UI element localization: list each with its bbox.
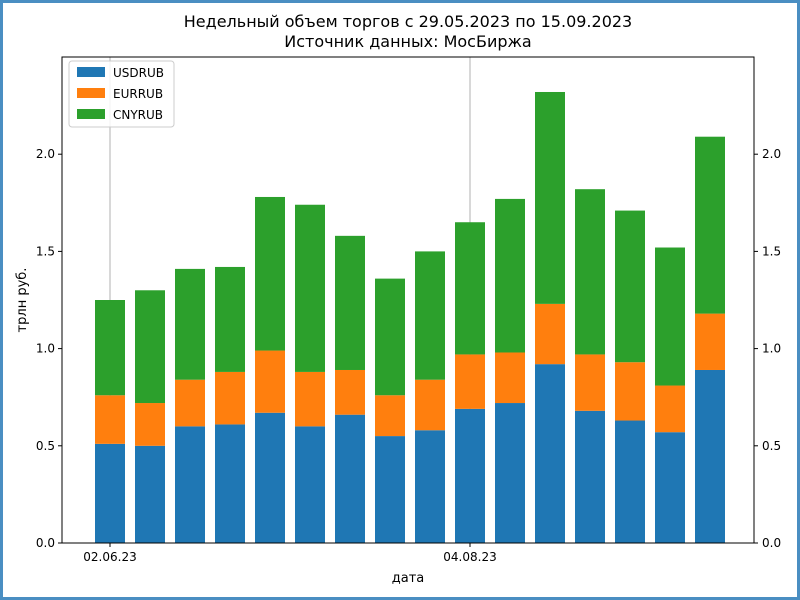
- x-axis-label: дата: [392, 571, 425, 586]
- bar-eurrub-10: [495, 352, 525, 404]
- bar-eurrub-7: [375, 395, 405, 437]
- ticks-layer: 0.0 0.0 0.5 0.5 1.0 1.0 1.5 1.5 2.0 2.0 02.06.23 04…: [36, 147, 781, 564]
- bar-usdrub-3: [215, 424, 245, 543]
- y-axis-label: трлн руб.: [15, 268, 30, 333]
- legend-swatch-cnyrub: [77, 109, 105, 119]
- bar-cnyrub-2: [175, 268, 205, 380]
- bar-usdrub-4: [255, 412, 285, 543]
- legend-label-eurrub: EURRUB: [113, 87, 163, 101]
- bar-usdrub-12: [575, 410, 605, 543]
- bar-cnyrub-8: [415, 251, 445, 380]
- bar-usdrub-5: [295, 426, 325, 543]
- bar-cnyrub-10: [495, 198, 525, 353]
- bar-usdrub-13: [615, 420, 645, 543]
- bar-eurrub-5: [295, 371, 325, 427]
- bar-eurrub-1: [135, 403, 165, 446]
- bar-cnyrub-9: [455, 222, 485, 355]
- bar-cnyrub-4: [255, 196, 285, 351]
- y-tick-label-right-0: 0.0: [762, 536, 781, 550]
- bar-cnyrub-12: [575, 189, 605, 355]
- y-tick-label-right-2: 1.0: [762, 342, 781, 356]
- bar-usdrub-1: [135, 445, 165, 543]
- bar-usdrub-7: [375, 436, 405, 543]
- bar-eurrub-13: [615, 362, 645, 421]
- bar-usdrub-2: [175, 426, 205, 543]
- y-tick-label-left-2: 1.0: [36, 342, 55, 356]
- bar-eurrub-14: [655, 385, 685, 433]
- y-tick-label-left-1: 0.5: [36, 439, 55, 453]
- y-tick-label-left-4: 2.0: [36, 147, 55, 161]
- bar-eurrub-3: [215, 371, 245, 425]
- bar-usdrub-9: [455, 408, 485, 543]
- bar-cnyrub-7: [375, 278, 405, 396]
- legend-swatch-usdrub: [77, 67, 105, 77]
- y-tick-label-left-0: 0.0: [36, 536, 55, 550]
- bar-eurrub-2: [175, 379, 205, 427]
- bars-layer: [95, 91, 725, 543]
- bar-usdrub-8: [415, 430, 445, 543]
- bar-eurrub-15: [695, 313, 725, 370]
- bar-cnyrub-13: [615, 210, 645, 363]
- bar-usdrub-14: [655, 432, 685, 543]
- y-tick-label-right-4: 2.0: [762, 147, 781, 161]
- x-tick-label-0: 02.06.23: [83, 550, 136, 564]
- legend: USDRUB EURRUB CNYRUB: [68, 60, 175, 128]
- bar-cnyrub-11: [535, 91, 565, 304]
- y-tick-label-right-1: 0.5: [762, 439, 781, 453]
- legend-swatch-eurrub: [77, 88, 105, 98]
- bar-cnyrub-5: [295, 204, 325, 372]
- chart-title: Недельный объем торгов с 29.05.2023 по 1…: [184, 12, 632, 31]
- y-tick-label-left-3: 1.5: [36, 244, 55, 258]
- legend-label-usdrub: USDRUB: [113, 66, 164, 80]
- bar-eurrub-11: [535, 303, 565, 365]
- bar-usdrub-11: [535, 364, 565, 543]
- bar-cnyrub-14: [655, 247, 685, 386]
- x-tick-label-1: 04.08.23: [443, 550, 496, 564]
- bar-usdrub-10: [495, 403, 525, 543]
- bar-cnyrub-0: [95, 300, 125, 396]
- plot-area-frame: [61, 56, 755, 544]
- chart-subtitle: Источник данных: МосБиржа: [284, 32, 531, 51]
- bar-usdrub-0: [95, 443, 125, 543]
- bar-eurrub-12: [575, 354, 605, 411]
- bar-cnyrub-15: [695, 136, 725, 314]
- bar-usdrub-6: [335, 414, 365, 543]
- bar-eurrub-8: [415, 379, 445, 431]
- bar-cnyrub-6: [335, 235, 365, 370]
- legend-label-cnyrub: CNYRUB: [113, 108, 163, 122]
- bar-cnyrub-3: [215, 266, 245, 372]
- bar-usdrub-15: [695, 369, 725, 543]
- bar-eurrub-0: [95, 395, 125, 444]
- bar-eurrub-4: [255, 350, 285, 413]
- bar-eurrub-6: [335, 369, 365, 415]
- bar-cnyrub-1: [135, 290, 165, 404]
- y-tick-label-right-3: 1.5: [762, 244, 781, 258]
- bar-eurrub-9: [455, 354, 485, 409]
